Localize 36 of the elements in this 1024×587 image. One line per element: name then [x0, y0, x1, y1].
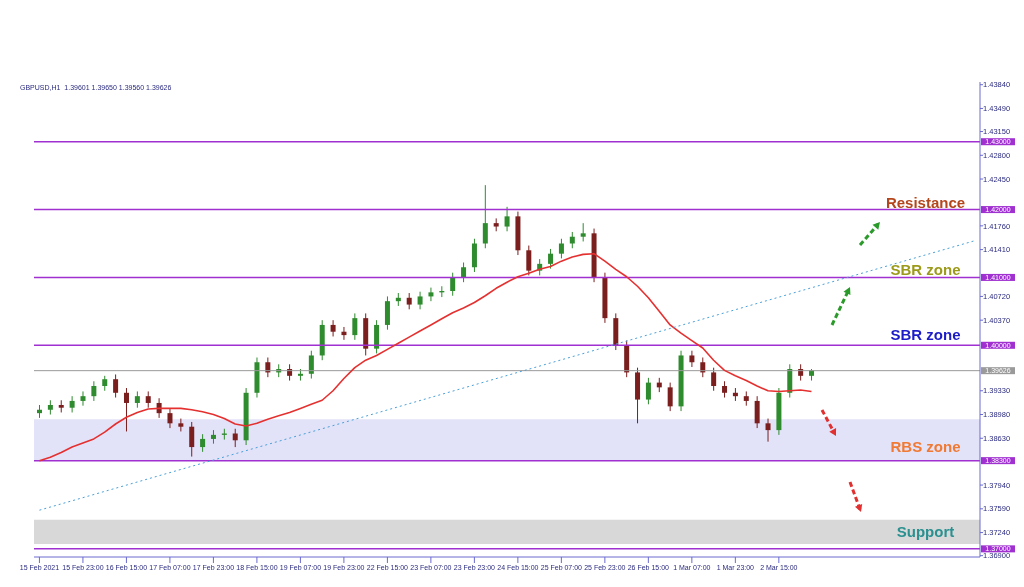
- candlestick: [580, 222, 586, 242]
- candlestick: [526, 245, 532, 276]
- candlestick: [178, 418, 184, 432]
- candlestick: [645, 377, 651, 405]
- candlestick: [689, 350, 695, 368]
- candlestick: [113, 373, 119, 399]
- line-series: [38, 252, 813, 462]
- candlestick: [482, 184, 488, 249]
- candlestick: [548, 248, 554, 270]
- candlestick: [352, 312, 358, 341]
- candlestick: [308, 350, 314, 380]
- candlestick: [754, 395, 760, 429]
- candlestick: [471, 238, 477, 273]
- candlestick: [504, 206, 510, 232]
- candlestick: [91, 380, 97, 402]
- candlestick: [69, 395, 75, 413]
- candlestick: [787, 363, 793, 399]
- candlestick: [330, 319, 336, 337]
- candlestick: [667, 382, 673, 412]
- candlestick: [450, 272, 456, 297]
- candlestick: [189, 421, 195, 458]
- candlestick: [711, 367, 717, 392]
- candlestick: [80, 390, 86, 407]
- candlestick: [374, 319, 380, 354]
- annotation: SBR zone: [889, 261, 962, 279]
- annotation: SBR zone: [889, 326, 962, 344]
- candlestick: [461, 262, 467, 283]
- annotation: Support: [895, 523, 956, 541]
- candlestick: [428, 287, 434, 302]
- candlestick: [765, 418, 771, 443]
- annotation: Resistance: [884, 194, 967, 212]
- annotation: RBS zone: [889, 438, 962, 456]
- candlestick: [558, 238, 564, 259]
- candlestick: [384, 295, 390, 331]
- candlestick: [167, 407, 173, 429]
- candlestick: [123, 387, 129, 432]
